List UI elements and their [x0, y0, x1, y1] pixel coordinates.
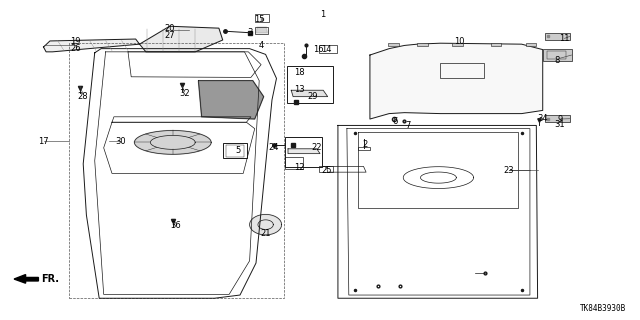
Text: 12: 12: [294, 163, 305, 172]
Text: FR.: FR.: [42, 274, 60, 284]
Text: 17: 17: [38, 137, 49, 146]
Polygon shape: [44, 39, 140, 52]
Text: 22: 22: [312, 143, 322, 152]
Bar: [319, 45, 337, 53]
Bar: [452, 43, 463, 46]
Bar: [491, 43, 501, 46]
Bar: [223, 143, 247, 158]
Text: 10: 10: [454, 37, 465, 46]
Text: 30: 30: [115, 137, 125, 146]
Polygon shape: [14, 275, 38, 283]
Text: 28: 28: [78, 92, 88, 101]
Text: 32: 32: [179, 89, 189, 98]
Text: 8: 8: [554, 56, 559, 65]
Text: 1: 1: [321, 10, 326, 19]
Bar: [255, 27, 268, 34]
Text: 7: 7: [406, 121, 411, 130]
Text: 13: 13: [294, 85, 305, 94]
Text: 19: 19: [70, 37, 81, 46]
Text: 15: 15: [254, 15, 264, 24]
Bar: [285, 137, 322, 167]
Bar: [358, 147, 370, 150]
Text: 11: 11: [559, 34, 570, 43]
Text: 24: 24: [269, 143, 279, 152]
Text: 5: 5: [236, 146, 241, 155]
Polygon shape: [198, 81, 264, 119]
Text: 34: 34: [538, 114, 548, 123]
Text: 36: 36: [171, 221, 181, 230]
Text: 27: 27: [164, 31, 175, 40]
Text: 23: 23: [504, 166, 514, 175]
Bar: [417, 43, 428, 46]
Text: 29: 29: [307, 92, 317, 101]
Text: 25: 25: [321, 166, 332, 175]
Text: 14: 14: [321, 45, 332, 54]
Polygon shape: [370, 43, 543, 119]
Polygon shape: [140, 26, 223, 52]
Text: 9: 9: [557, 115, 563, 124]
Bar: [440, 63, 484, 78]
Text: 4: 4: [259, 41, 264, 50]
Bar: [388, 43, 399, 46]
Text: 3: 3: [247, 28, 252, 36]
Text: 6: 6: [393, 117, 398, 126]
Polygon shape: [134, 131, 211, 154]
Text: 26: 26: [70, 44, 81, 53]
Polygon shape: [288, 149, 320, 154]
Text: 21: 21: [260, 229, 271, 238]
Bar: [543, 49, 572, 61]
Bar: [287, 66, 333, 103]
Text: 16: 16: [314, 45, 324, 54]
Text: TK84B3930B: TK84B3930B: [580, 304, 626, 313]
Bar: [547, 51, 566, 59]
Bar: [526, 43, 536, 46]
Text: 31: 31: [555, 120, 565, 129]
Bar: [319, 166, 333, 172]
Text: 20: 20: [164, 24, 175, 33]
Text: 18: 18: [294, 68, 305, 76]
Bar: [255, 14, 269, 22]
Polygon shape: [256, 27, 268, 33]
Bar: [69, 43, 284, 298]
Text: 2: 2: [362, 140, 367, 148]
Polygon shape: [250, 214, 282, 235]
Bar: [545, 115, 570, 122]
Polygon shape: [291, 90, 328, 97]
Bar: [545, 33, 570, 40]
Bar: [226, 145, 244, 157]
Bar: [285, 157, 303, 169]
